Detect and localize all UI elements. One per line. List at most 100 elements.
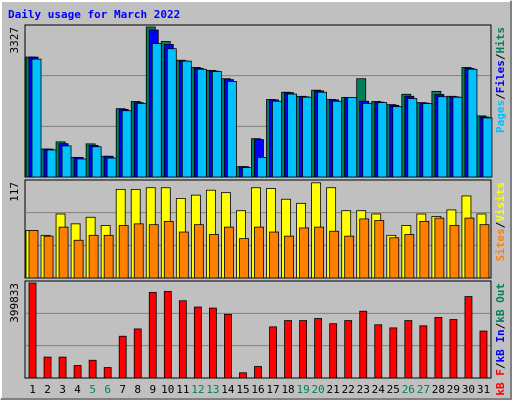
bar	[88, 234, 99, 279]
x-tick-label: 26	[402, 383, 415, 396]
bar	[148, 291, 157, 379]
x-tick-label: 3	[59, 383, 66, 396]
bar	[46, 149, 57, 178]
bar	[118, 335, 127, 379]
legend-entry: Pages	[494, 100, 507, 133]
bar	[196, 68, 207, 178]
bar	[166, 48, 177, 178]
x-tick-label: 18	[281, 383, 294, 396]
bar	[314, 226, 325, 279]
x-tick-label: 9	[149, 383, 156, 396]
y-tick-label: 3327	[8, 27, 21, 54]
legend-separator: /	[494, 53, 507, 60]
bar	[242, 167, 252, 178]
bar	[419, 220, 430, 279]
x-tick-label: 27	[417, 383, 430, 396]
bar	[73, 239, 84, 279]
bar	[374, 220, 385, 279]
bar	[419, 325, 428, 379]
bar	[329, 323, 338, 379]
bar	[404, 320, 413, 379]
bar	[239, 238, 249, 279]
bar	[31, 58, 42, 178]
x-tick-label: 23	[357, 383, 370, 396]
legend-entry: Files	[494, 60, 507, 93]
bar	[437, 96, 448, 178]
x-tick-label: 11	[176, 383, 189, 396]
bar	[151, 43, 162, 178]
x-tick-label: 30	[462, 383, 475, 396]
bar	[299, 227, 309, 279]
legend-separator: /	[494, 362, 507, 369]
bar	[269, 231, 279, 279]
bar	[479, 330, 488, 379]
bar	[193, 224, 204, 279]
bar	[254, 226, 264, 279]
bar	[482, 117, 493, 178]
x-tick-label: 22	[342, 383, 355, 396]
bar	[344, 320, 353, 379]
bar	[58, 226, 69, 279]
bar	[332, 100, 343, 178]
legend-separator: /	[494, 322, 507, 329]
x-tick-label: 24	[372, 383, 386, 396]
bar	[377, 102, 388, 178]
bar	[284, 235, 294, 279]
legend-entry: Visits	[494, 182, 507, 222]
bar	[224, 226, 234, 279]
bar	[317, 91, 328, 178]
bar	[88, 359, 97, 379]
bar	[404, 234, 415, 279]
bar	[434, 317, 443, 379]
x-tick-label: 14	[221, 383, 235, 396]
y-tick-label: 399833	[8, 283, 21, 323]
x-tick-label: 5	[89, 383, 96, 396]
x-tick-label: 19	[296, 383, 309, 396]
bar	[239, 372, 247, 379]
x-tick-label: 20	[312, 383, 325, 396]
bar	[103, 367, 112, 379]
x-tick-label: 1	[29, 383, 36, 396]
y-tick-label: 117	[8, 182, 21, 202]
bar	[479, 224, 490, 279]
x-tick-label: 4	[74, 383, 81, 396]
bar	[133, 328, 142, 379]
bar	[227, 81, 237, 178]
bar	[136, 103, 147, 178]
bar	[434, 217, 445, 279]
x-tick-label: 31	[477, 383, 490, 396]
bar	[407, 98, 418, 178]
bar	[314, 318, 323, 379]
bar	[329, 230, 340, 279]
bar	[61, 145, 72, 178]
bar	[359, 310, 368, 379]
bar	[28, 230, 39, 279]
bar	[209, 307, 217, 379]
bar	[224, 313, 232, 379]
bar	[464, 296, 473, 379]
bar	[91, 146, 102, 178]
bar	[452, 96, 463, 178]
bar	[284, 320, 292, 379]
bar	[449, 225, 460, 279]
bar	[344, 235, 355, 279]
x-tick-label: 12	[191, 383, 204, 396]
bar	[287, 93, 297, 178]
x-tick-label: 2	[44, 383, 51, 396]
x-tick-label: 21	[327, 383, 340, 396]
bar	[178, 300, 187, 379]
bar	[254, 366, 262, 379]
bar	[359, 218, 370, 279]
x-tick-label: 7	[119, 383, 126, 396]
legend: Sites/Visits	[494, 182, 507, 262]
bar	[193, 306, 202, 379]
x-tick-label: 15	[236, 383, 249, 396]
x-tick-label: 8	[134, 383, 141, 396]
bar	[272, 100, 282, 178]
x-tick-label: 25	[387, 383, 400, 396]
bar	[178, 231, 189, 279]
bar	[76, 158, 87, 178]
bar	[374, 324, 383, 379]
bar	[43, 356, 52, 379]
